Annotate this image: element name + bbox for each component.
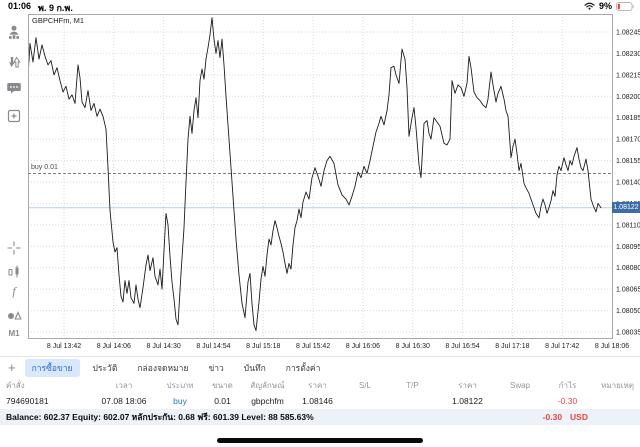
svg-text:8 Jul 16:30: 8 Jul 16:30 — [396, 343, 430, 350]
account-icon[interactable] — [6, 24, 22, 40]
svg-text:1.08185: 1.08185 — [616, 115, 640, 122]
grid-lines — [28, 14, 612, 338]
home-indicator[interactable] — [217, 438, 423, 443]
svg-text:1.08095: 1.08095 — [616, 244, 640, 251]
current-price-badge: 1.08122 — [612, 202, 640, 214]
battery-percent: 9% — [598, 1, 612, 11]
header-comment: หมายเหตุ — [601, 380, 634, 390]
cell-type: buy — [173, 395, 187, 406]
cell-symbol: gbpchfm — [251, 395, 284, 406]
chart-type-icon[interactable] — [6, 264, 22, 280]
header-tp: T/P — [406, 380, 419, 390]
cell-price: 1.08122 — [452, 395, 483, 406]
svg-text:8 Jul 16:54: 8 Jul 16:54 — [445, 343, 479, 350]
chart-sidebar: f M1 — [0, 14, 28, 356]
svg-text:1.08245: 1.08245 — [616, 30, 640, 37]
timeframe-button[interactable]: M1 — [8, 329, 20, 338]
svg-text:8 Jul 14:06: 8 Jul 14:06 — [97, 343, 131, 350]
tab-news[interactable]: ข่าว — [208, 362, 224, 373]
header-time: เวลา — [115, 380, 133, 390]
profit-currency: USD — [570, 412, 588, 422]
tab-journal[interactable]: บันทึก — [243, 362, 266, 373]
account-summary: Balance: 602.37 Equity: 602.07 หลักประกั… — [6, 412, 314, 422]
header-type: ประเภท — [166, 380, 194, 390]
status-time: 01:06 — [8, 1, 32, 11]
x-axis-labels: 8 Jul 13:42 8 Jul 14:06 8 Jul 14:30 8 Jul 1… — [47, 343, 629, 350]
svg-text:8 Jul 18:06: 8 Jul 18:06 — [595, 343, 629, 350]
svg-text:1.08155: 1.08155 — [616, 158, 640, 165]
header-symbol: สัญลักษณ์ — [250, 380, 285, 390]
chart-symbol-label: GBPCHFm, M1 — [32, 16, 85, 25]
header-profit: กำไร — [558, 380, 577, 390]
new-order-icon[interactable] — [6, 108, 22, 124]
svg-text:1.08230: 1.08230 — [616, 51, 640, 58]
svg-text:8 Jul 13:42: 8 Jul 13:42 — [47, 343, 81, 350]
chat-icon[interactable] — [6, 80, 22, 96]
header-order: คำสั่ง — [6, 380, 25, 390]
svg-text:8 Jul 15:42: 8 Jul 15:42 — [296, 343, 330, 350]
svg-text:8 Jul 14:30: 8 Jul 14:30 — [147, 343, 181, 350]
cell-open-price: 1.08146 — [302, 395, 333, 406]
wifi-icon — [584, 2, 595, 10]
position-row[interactable]: 794690181 07.08 18:06 buy 0.01 gbpchfm 1… — [0, 393, 640, 408]
bottom-tab-bar: + การซื้อขาย ประวัติ กล่องจดหมาย ข่าว บั… — [0, 356, 640, 378]
header-size: ขนาด — [212, 380, 233, 390]
cell-profit: -0.30 — [557, 395, 578, 406]
svg-text:8 Jul 17:18: 8 Jul 17:18 — [495, 343, 529, 350]
positions-table-header: คำสั่ง เวลา ประเภท ขนาด สัญลักษณ์ ราคา S… — [0, 378, 640, 392]
objects-icon[interactable] — [6, 306, 22, 322]
header-price: ราคา — [458, 380, 477, 390]
cell-size: 0.01 — [214, 395, 231, 406]
price-line — [27, 17, 602, 332]
floating-profit: -0.30 — [542, 412, 563, 422]
svg-text:1.08170: 1.08170 — [616, 137, 640, 144]
buy-position-label: buy 0.01 — [31, 164, 58, 172]
svg-text:1.08215: 1.08215 — [616, 72, 640, 79]
tab-mailbox[interactable]: กล่องจดหมาย — [137, 362, 189, 373]
cell-order: 794690181 — [6, 395, 49, 406]
svg-text:8 Jul 17:42: 8 Jul 17:42 — [545, 343, 579, 350]
plot-border — [28, 14, 613, 339]
add-tab-button[interactable]: + — [8, 359, 16, 375]
cell-time: 07.08 18:06 — [101, 395, 147, 406]
header-open-price: ราคา — [308, 380, 327, 390]
svg-text:1.08140: 1.08140 — [616, 180, 640, 187]
trade-arrows-icon[interactable] — [6, 54, 22, 70]
svg-text:1.08050: 1.08050 — [616, 308, 640, 315]
tab-trade[interactable]: การซื้อขาย — [24, 358, 80, 377]
svg-text:1.08200: 1.08200 — [616, 94, 640, 101]
y-axis-labels: 1.08245 1.08230 1.08215 1.08200 1.08185 1.081… — [616, 30, 640, 337]
svg-text:8 Jul 16:06: 8 Jul 16:06 — [346, 343, 380, 350]
header-sl: S/L — [358, 380, 371, 390]
svg-text:1.08065: 1.08065 — [616, 287, 640, 294]
tab-history[interactable]: ประวัติ — [92, 362, 118, 373]
crosshair-icon[interactable] — [6, 240, 22, 256]
header-swap: Swap — [509, 380, 530, 390]
svg-text:1.08080: 1.08080 — [616, 265, 640, 272]
status-date: พ. 9 ก.พ. — [38, 3, 73, 13]
account-summary-bar: Balance: 602.37 Equity: 602.07 หลักประกั… — [0, 409, 640, 425]
tab-settings[interactable]: การตั้งค่า — [285, 362, 321, 373]
svg-text:8 Jul 15:18: 8 Jul 15:18 — [246, 343, 280, 350]
chart-canvas: 1.08245 1.08230 1.08215 1.08200 1.08185 1.081… — [27, 14, 640, 350]
price-chart[interactable]: 1.08245 1.08230 1.08215 1.08200 1.08185 1.081… — [0, 0, 640, 356]
indicators-icon[interactable]: f — [12, 284, 16, 298]
svg-text:8 Jul 14:54: 8 Jul 14:54 — [196, 343, 230, 350]
svg-text:1.08035: 1.08035 — [616, 330, 640, 337]
status-bar: 01:06 พ. 9 ก.พ. 9% — [0, 0, 640, 14]
battery-icon — [616, 1, 635, 11]
svg-text:1.08110: 1.08110 — [616, 222, 640, 229]
